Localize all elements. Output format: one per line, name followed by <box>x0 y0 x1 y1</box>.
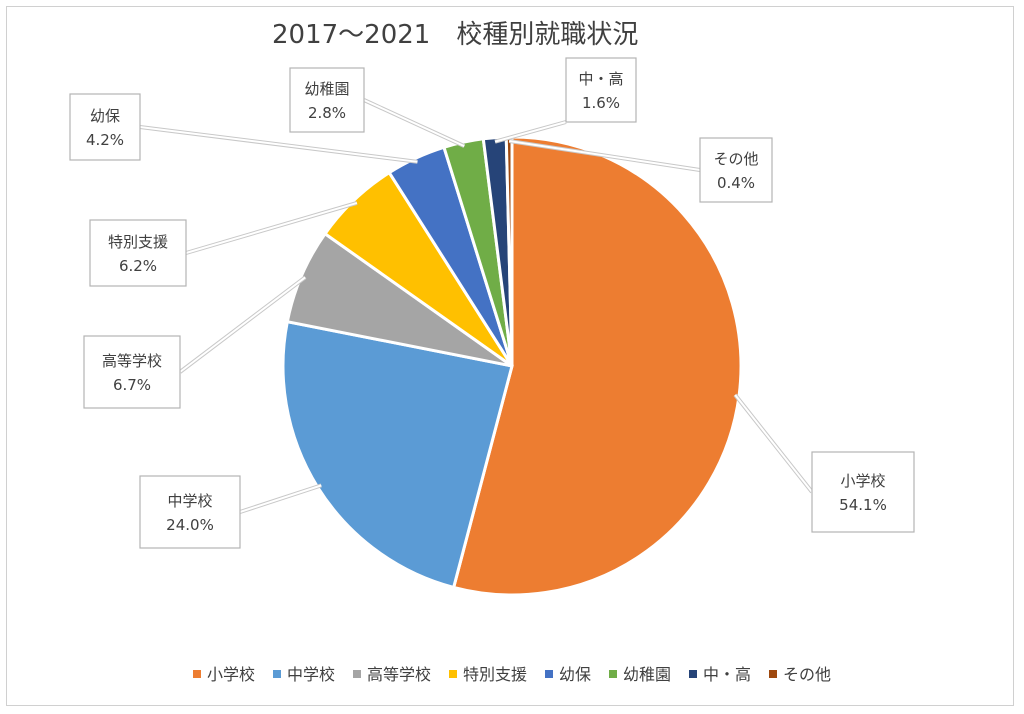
legend-swatch <box>689 669 698 678</box>
callout-box <box>139 475 241 549</box>
legend-item: 小学校 <box>192 661 255 685</box>
data-label-category: 中学校 <box>167 492 212 510</box>
legend-label: 幼保 <box>559 665 592 684</box>
data-label-value: 1.6% <box>582 94 620 112</box>
legend-swatch <box>272 669 281 678</box>
callout-box <box>699 137 773 203</box>
data-label-value: 6.7% <box>113 376 151 394</box>
data-label-category: その他 <box>713 150 758 168</box>
legend-label: 中学校 <box>286 665 335 684</box>
legend-item: 高等学校 <box>352 661 431 685</box>
legend-swatch <box>545 669 553 678</box>
leader-line-inner <box>363 99 465 148</box>
leader-line-inner <box>734 394 813 493</box>
legend-label: 中・高 <box>703 665 752 684</box>
legend-item: 幼保 <box>545 661 591 685</box>
data-label-value: 24.0% <box>166 516 214 534</box>
legend-swatch <box>352 669 361 678</box>
data-label-callout: 幼稚園 2.8% <box>289 67 466 148</box>
data-label-value: 0.4% <box>717 174 755 192</box>
leader-line-inner <box>239 484 322 513</box>
legend-swatch <box>448 669 457 678</box>
data-label-category: 小学校 <box>840 472 885 490</box>
data-label-callout: その他 0.4% <box>508 137 773 203</box>
data-label-value: 2.8% <box>308 104 346 122</box>
legend-label: 高等学校 <box>366 665 431 684</box>
legend-label: その他 <box>783 665 832 684</box>
data-label-category: 中・高 <box>578 70 623 88</box>
callout-box <box>69 93 141 161</box>
leader-line-inner <box>179 276 306 373</box>
data-label-category: 特別支援 <box>108 233 168 251</box>
data-label-callout: 小学校 54.1% <box>733 393 915 533</box>
leader-line-inner <box>494 121 567 143</box>
legend-label: 特別支援 <box>462 665 527 684</box>
data-label-callout: 高等学校 6.7% <box>83 275 307 409</box>
leader-line-inner <box>139 126 418 163</box>
leader-line-inner <box>509 140 701 171</box>
data-label-callout: 中学校 24.0% <box>139 475 322 549</box>
legend-item: その他 <box>769 661 831 685</box>
data-label-value: 6.2% <box>119 257 157 275</box>
data-label-callout: 中・高 1.6% <box>494 57 637 144</box>
legend-swatch <box>769 669 778 678</box>
legend-swatch <box>609 669 618 678</box>
data-label-category: 幼保 <box>90 107 120 125</box>
callout-box <box>289 67 365 133</box>
chart-frame <box>6 6 1014 706</box>
callout-box <box>565 57 637 123</box>
data-label-callout: 幼保 4.2% <box>69 93 418 164</box>
chart-title: 2017～2021 校種別就職状況 <box>272 20 639 50</box>
callout-box <box>83 335 181 409</box>
legend-item: 中・高 <box>689 661 751 685</box>
callout-box <box>89 219 187 287</box>
data-label-value: 54.1% <box>839 496 887 514</box>
legend-swatch <box>192 669 201 678</box>
data-label-value: 4.2% <box>86 131 124 149</box>
legend-item: 幼稚園 <box>609 661 671 685</box>
legend-label: 幼稚園 <box>623 665 672 684</box>
legend-item: 中学校 <box>272 661 335 685</box>
callout-box <box>811 451 915 533</box>
data-label-category: 高等学校 <box>102 352 162 370</box>
legend-label: 小学校 <box>206 665 255 684</box>
legend: 小学校 中学校 高等学校 特別支援 幼保 幼稚園 中・高 その他 <box>0 661 1024 685</box>
data-label-callout: 特別支援 6.2% <box>89 201 358 287</box>
legend-item: 特別支援 <box>448 661 527 685</box>
leader-line-inner <box>185 201 358 254</box>
pie-slice-1 <box>451 135 743 597</box>
data-label-category: 幼稚園 <box>304 80 349 98</box>
